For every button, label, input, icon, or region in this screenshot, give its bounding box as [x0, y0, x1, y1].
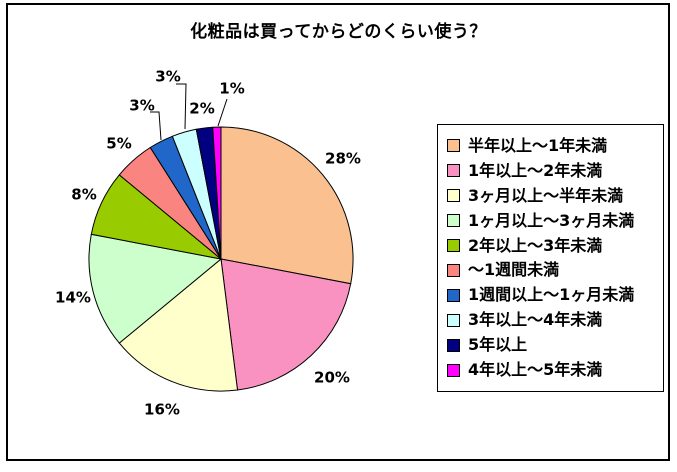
- legend-item: 1年以上～2年未満: [447, 160, 659, 180]
- legend-swatch: [447, 139, 460, 153]
- legend-item-label: 1週間以上～1ヶ月未満: [468, 285, 635, 305]
- chart-title: 化粧品は買ってからどのくらい使う？: [190, 22, 487, 42]
- legend-swatch: [447, 363, 460, 377]
- pie-slice: [220, 126, 354, 285]
- legend-item-label: 4年以上～5年未満: [468, 360, 603, 380]
- legend-swatch: [447, 263, 460, 277]
- pie-slice: [118, 258, 239, 392]
- legend-swatch: [447, 214, 460, 228]
- legend-item: 4年以上～5年未満: [447, 362, 659, 378]
- leader-line: [217, 98, 228, 127]
- legend-item: 3年以上～4年未満: [447, 312, 659, 328]
- legend-item-label: 1ヶ月以上～3ヶ月未満: [468, 210, 635, 230]
- legend-swatch: [447, 313, 460, 327]
- legend-item: 2年以上～3年未満: [447, 235, 659, 255]
- legend-item: 1ヶ月以上～3ヶ月未満: [447, 210, 659, 230]
- legend-item-label: 1年以上～2年未満: [468, 160, 603, 180]
- legend: 半年以上～1年未満 1年以上～2年未満 3ヶ月以上～半年未満 1ヶ月以上～3ヶ月未満 2…: [437, 124, 664, 392]
- slice-percent-label: 20%: [314, 368, 350, 386]
- slice-percent-label: 3%: [155, 67, 180, 85]
- slice-percent-label: 5%: [106, 134, 131, 152]
- legend-item-label: ～1週間未満: [468, 260, 560, 280]
- legend-item: 3ヶ月以上～半年未満: [447, 185, 659, 205]
- pie-slice: [88, 233, 223, 344]
- pie-slice: [212, 126, 222, 260]
- legend-item: 5年以上: [447, 337, 659, 353]
- legend-item: 1週間以上～1ヶ月未満: [447, 287, 659, 303]
- legend-item-label: 5年以上: [468, 335, 528, 355]
- slice-percent-label: 1%: [219, 79, 244, 97]
- legend-swatch: [447, 189, 460, 203]
- slice-percent-label: 14%: [55, 288, 91, 306]
- legend-swatch: [447, 288, 460, 302]
- legend-item-label: 3ヶ月以上～半年未満: [468, 185, 624, 205]
- legend-item: 半年以上～1年未満: [447, 135, 659, 155]
- leader-line: [176, 83, 187, 130]
- legend-swatch: [447, 338, 460, 352]
- legend-item-label: 半年以上～1年未満: [468, 135, 608, 155]
- slice-percent-label: 16%: [144, 400, 180, 418]
- legend-item-label: 3年以上～4年未満: [468, 310, 603, 330]
- pie-slice: [220, 258, 352, 391]
- slice-percent-label: 3%: [129, 96, 154, 114]
- legend-swatch: [447, 239, 460, 253]
- slice-percent-label: 2%: [189, 99, 214, 117]
- leader-line: [150, 111, 162, 141]
- slice-percent-label: 8%: [71, 185, 96, 203]
- legend-item: ～1週間未満: [447, 262, 659, 278]
- slice-percent-label: 28%: [325, 149, 361, 167]
- legend-item-label: 2年以上～3年未満: [468, 235, 603, 255]
- legend-swatch: [447, 164, 460, 178]
